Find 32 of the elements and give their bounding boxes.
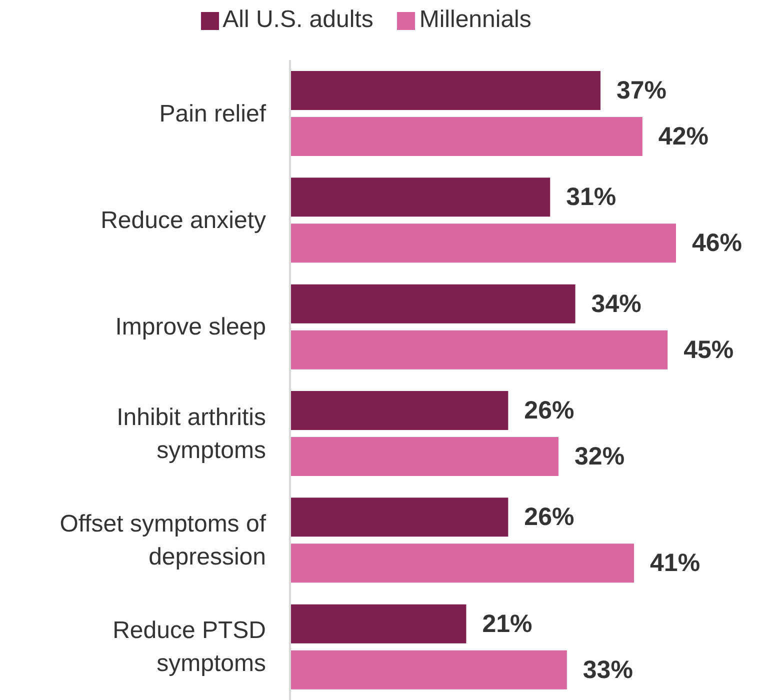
data-label: 42% <box>658 122 708 150</box>
data-label: 45% <box>684 336 734 364</box>
y-tick-label: Improve sleep <box>115 313 266 340</box>
bar <box>290 117 642 156</box>
data-label: 26% <box>524 396 574 424</box>
bar <box>290 178 550 217</box>
legend-label: Millennials <box>419 6 532 33</box>
data-label: 21% <box>482 610 532 638</box>
legend-label: All U.S. adults <box>222 6 374 33</box>
data-label: 34% <box>591 290 642 318</box>
y-tick-label: Reduce anxiety <box>100 206 266 234</box>
data-label: 37% <box>616 76 667 104</box>
data-label: 46% <box>692 229 742 258</box>
data-label: 33% <box>582 656 633 684</box>
bar <box>290 650 567 690</box>
bar <box>290 604 466 644</box>
data-label: 31% <box>566 183 616 212</box>
bar <box>290 437 559 476</box>
data-label: 32% <box>574 442 625 470</box>
y-tick-label: Pain relief <box>159 100 266 127</box>
bar <box>290 71 600 110</box>
bar <box>290 391 508 430</box>
y-tick-label: Reduce PTSD symptoms <box>112 616 266 677</box>
data-label: 41% <box>650 549 700 578</box>
bar <box>290 544 634 583</box>
y-tick-label: Offset symptoms of depression <box>60 510 266 570</box>
bar <box>290 224 676 263</box>
bar <box>290 284 576 324</box>
bar <box>290 498 508 537</box>
data-label: 26% <box>524 503 574 532</box>
y-tick-label: Inhibit arthritis symptoms <box>116 403 266 464</box>
bar <box>290 330 668 370</box>
